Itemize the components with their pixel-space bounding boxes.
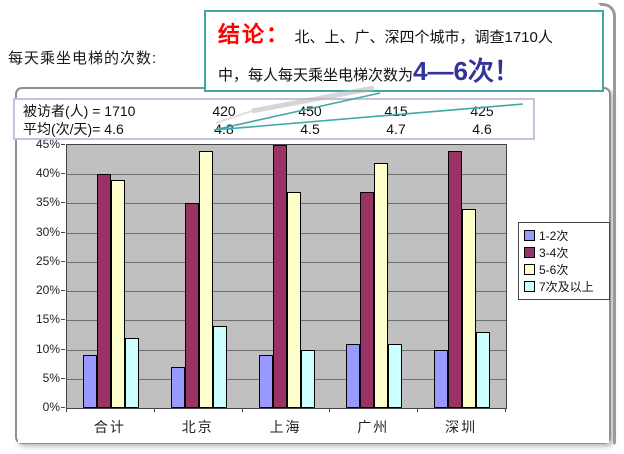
bar-3-4次-广州 xyxy=(360,191,375,408)
callout-heading: 结论： xyxy=(218,22,291,47)
y-axis-label: 10% xyxy=(35,341,60,356)
legend-label: 3-4次 xyxy=(539,246,569,260)
legend-swatch xyxy=(524,281,535,292)
bar-1-2次-深圳 xyxy=(434,349,449,408)
x-axis-tick xyxy=(329,408,331,412)
conclusion-callout: 结论： 北、上、广、深四个城市，调查1710人 中，每人每天乘坐电梯次数为4—6… xyxy=(204,10,604,92)
callout-text2: 中，每人每天乘坐电梯次数为 xyxy=(218,67,414,84)
x-axis-label: 上海 xyxy=(269,419,302,435)
bar-chart: 0% 5% 10% 15% 20% 25% 30% 35% 40% 45% 合计 北京 上海 广州 深圳 … xyxy=(18,116,610,443)
y-axis-label: 30% xyxy=(35,224,60,239)
x-axis-label: 深圳 xyxy=(445,419,478,435)
x-axis-label: 广州 xyxy=(357,419,390,435)
legend-item: 3-4次 xyxy=(524,244,605,261)
stats-value: 425 xyxy=(470,103,494,119)
bar-1-2次-上海 xyxy=(258,355,273,408)
stats-row: 平均(次/天)= 4.6 4.8 4.5 4.7 4.6 xyxy=(15,120,533,138)
legend-swatch xyxy=(524,230,535,241)
y-axis-label: 40% xyxy=(35,166,60,181)
stats-row-label: 平均(次/天)= 4.6 xyxy=(23,121,124,137)
stats-value: 415 xyxy=(384,103,408,119)
x-axis-tick xyxy=(241,408,243,412)
callout-highlight: 4—6次！ xyxy=(413,56,520,86)
legend-swatch xyxy=(524,264,535,275)
y-axis-tick xyxy=(61,144,65,145)
legend-label: 7次及以上 xyxy=(539,280,594,294)
x-axis-tick xyxy=(417,408,419,412)
callout-line1: 结论： 北、上、广、深四个城市，调查1710人 xyxy=(218,18,592,54)
bar-1-2次-北京 xyxy=(170,367,185,408)
bar-3-4次-北京 xyxy=(184,203,199,408)
bar-7次及以上-合计 xyxy=(124,337,139,408)
legend-label: 5-6次 xyxy=(539,263,569,277)
x-axis-tick xyxy=(66,408,67,412)
bar-5-6次-合计 xyxy=(110,180,125,408)
y-axis-tick xyxy=(61,407,65,408)
bar-1-2次-广州 xyxy=(346,343,361,408)
y-axis-label: 45% xyxy=(35,137,60,151)
chart-legend: 1-2次 3-4次 5-6次 7次及以上 xyxy=(518,222,610,300)
callout-line2: 中，每人每天乘坐电梯次数为4—6次！ xyxy=(218,54,592,93)
x-axis-label: 合计 xyxy=(93,419,126,435)
bar-5-6次-广州 xyxy=(374,162,389,408)
bar-5-6次-深圳 xyxy=(462,209,477,408)
stats-value: 420 xyxy=(212,103,236,119)
y-axis-label: 20% xyxy=(35,283,60,298)
stats-value: 4.6 xyxy=(472,121,492,137)
plot-area xyxy=(66,144,507,409)
y-axis-tick xyxy=(61,260,65,262)
bar-7次及以上-北京 xyxy=(212,326,227,408)
legend-item: 1-2次 xyxy=(524,227,605,244)
bar-7次及以上-深圳 xyxy=(476,332,491,408)
legend-label: 1-2次 xyxy=(539,229,569,243)
stats-row-label: 被访者(人) = 1710 xyxy=(23,103,136,119)
y-axis-tick xyxy=(61,348,65,350)
stats-value: 450 xyxy=(298,103,322,119)
legend-swatch xyxy=(524,247,535,258)
gridline xyxy=(67,174,506,176)
bar-3-4次-深圳 xyxy=(448,150,463,408)
stats-value: 4.5 xyxy=(300,121,320,137)
slide-title: 每天乘坐电梯的次数: xyxy=(8,50,158,67)
bar-5-6次-北京 xyxy=(198,150,213,408)
stats-table: 被访者(人) = 1710 420 450 415 425 平均(次/天)= 4.6 4.8… xyxy=(13,98,535,140)
y-axis-label: 5% xyxy=(42,370,60,385)
y-axis-tick xyxy=(61,290,65,292)
stats-row: 被访者(人) = 1710 420 450 415 425 xyxy=(15,102,533,120)
slide-frame-top-right xyxy=(598,3,616,446)
y-axis-label: 35% xyxy=(35,195,60,210)
y-axis-tick xyxy=(61,173,65,175)
bar-5-6次-上海 xyxy=(286,191,301,408)
y-axis-label: 15% xyxy=(35,312,60,327)
callout-text: 北、上、广、深四个城市，调查1710人 xyxy=(294,29,553,46)
x-axis-label: 北京 xyxy=(181,419,214,435)
bar-3-4次-合计 xyxy=(96,174,111,408)
stats-value: 4.7 xyxy=(386,121,406,137)
stats-value: 4.8 xyxy=(214,121,234,137)
bar-3-4次-上海 xyxy=(272,145,287,408)
y-axis-label: 0% xyxy=(42,400,60,414)
legend-item: 7次及以上 xyxy=(524,278,605,295)
bar-1-2次-合计 xyxy=(82,355,97,408)
y-axis-label: 25% xyxy=(35,253,60,268)
y-axis-tick xyxy=(61,377,65,379)
legend-item: 5-6次 xyxy=(524,261,605,278)
x-axis-tick xyxy=(505,408,506,412)
bar-7次及以上-广州 xyxy=(388,343,403,408)
y-axis-tick xyxy=(61,231,65,233)
y-axis-tick xyxy=(61,319,65,321)
x-axis-tick xyxy=(153,408,155,412)
bar-7次及以上-上海 xyxy=(300,349,315,408)
y-axis-tick xyxy=(61,202,65,204)
